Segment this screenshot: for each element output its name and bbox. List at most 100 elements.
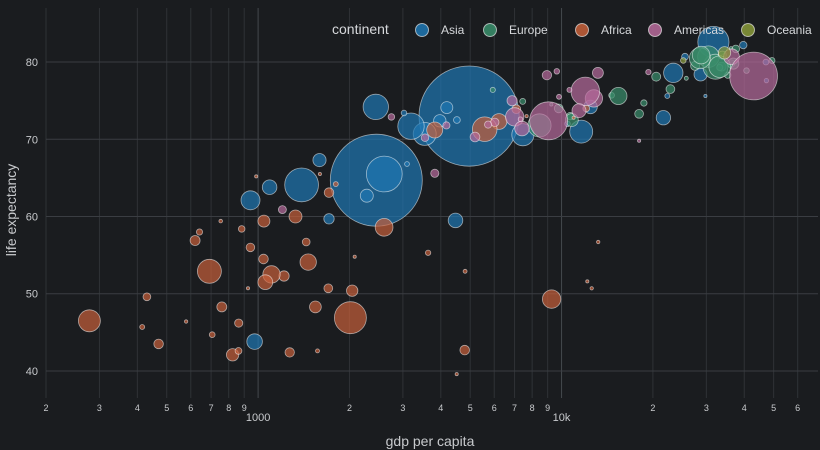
data-point-asia[interactable] [655, 110, 672, 126]
data-point-africa[interactable] [346, 284, 359, 297]
data-point-africa[interactable] [309, 300, 322, 314]
data-point-africa[interactable] [288, 209, 303, 224]
data-point-americas[interactable] [729, 51, 778, 101]
data-point-africa[interactable] [216, 301, 228, 313]
data-point-asia[interactable] [440, 101, 454, 114]
data-point-americas[interactable] [541, 70, 553, 81]
data-point-africa[interactable] [323, 283, 334, 294]
data-point-europe[interactable] [519, 98, 527, 105]
data-point-americas[interactable] [556, 93, 562, 100]
data-point-africa[interactable] [454, 372, 459, 377]
data-point-europe[interactable] [640, 99, 648, 107]
data-point-americas[interactable] [442, 121, 451, 130]
data-point-asia[interactable] [365, 155, 403, 193]
data-point-americas[interactable] [514, 120, 530, 137]
data-point-asia[interactable] [664, 93, 671, 99]
data-point-americas[interactable] [553, 68, 560, 75]
data-point-africa[interactable] [333, 301, 367, 335]
data-point-asia[interactable] [397, 112, 425, 140]
data-point-africa[interactable] [254, 174, 259, 179]
data-point-americas[interactable] [566, 87, 573, 93]
data-point-africa[interactable] [284, 347, 295, 358]
data-point-africa[interactable] [234, 347, 243, 355]
data-point-asia[interactable] [240, 190, 261, 211]
data-point-africa[interactable] [258, 253, 269, 265]
data-point-americas[interactable] [637, 138, 642, 143]
data-point-asia[interactable] [453, 116, 461, 124]
data-point-asia[interactable] [359, 188, 374, 203]
data-point-africa[interactable] [332, 181, 339, 188]
data-point-americas[interactable] [277, 205, 287, 215]
data-point-oceania[interactable] [680, 57, 687, 64]
data-point-europe[interactable] [683, 75, 689, 81]
data-point-europe[interactable] [609, 87, 628, 106]
data-point-africa[interactable] [317, 171, 322, 176]
data-point-africa[interactable] [245, 242, 256, 253]
data-point-asia[interactable] [323, 213, 335, 225]
data-point-africa[interactable] [524, 114, 529, 119]
data-point-europe[interactable] [665, 84, 676, 94]
data-point-africa[interactable] [78, 309, 101, 333]
data-point-africa[interactable] [571, 115, 576, 120]
data-point-africa[interactable] [237, 225, 246, 233]
data-point-africa[interactable] [426, 121, 444, 139]
data-point-africa[interactable] [374, 218, 394, 237]
data-point-asia[interactable] [447, 212, 464, 229]
data-point-asia[interactable] [362, 93, 389, 121]
legend-marker-africa[interactable] [575, 23, 589, 37]
data-point-africa[interactable] [301, 237, 311, 247]
data-point-africa[interactable] [541, 289, 562, 309]
data-point-africa[interactable] [218, 218, 223, 224]
data-point-americas[interactable] [506, 95, 518, 107]
data-point-africa[interactable] [299, 253, 317, 271]
data-point-africa[interactable] [315, 348, 320, 354]
legend-marker-asia[interactable] [415, 23, 429, 37]
data-point-africa[interactable] [352, 254, 357, 259]
data-point-africa[interactable] [459, 344, 470, 356]
data-point-europe[interactable] [489, 86, 496, 93]
data-point-africa[interactable] [462, 268, 468, 274]
data-point-americas[interactable] [430, 168, 440, 178]
data-point-americas[interactable] [484, 120, 493, 129]
data-point-africa[interactable] [245, 286, 250, 291]
data-point-asia[interactable] [284, 167, 319, 203]
data-point-africa[interactable] [142, 292, 152, 302]
data-point-africa[interactable] [234, 318, 244, 328]
data-point-asia[interactable] [663, 62, 684, 84]
legend-label-asia[interactable]: Asia [441, 23, 465, 37]
data-point-americas[interactable] [529, 101, 568, 141]
legend-label-oceania[interactable]: Oceania [767, 23, 812, 37]
data-point-americas[interactable] [571, 103, 587, 119]
legend-label-africa[interactable]: Africa [601, 23, 632, 37]
legend-marker-oceania[interactable] [741, 23, 755, 37]
data-point-africa[interactable] [596, 239, 601, 245]
data-point-africa[interactable] [424, 249, 432, 256]
data-point-africa[interactable] [323, 187, 335, 198]
data-point-americas[interactable] [592, 67, 604, 79]
data-point-americas[interactable] [420, 133, 430, 142]
data-point-asia[interactable] [312, 153, 327, 168]
data-point-africa[interactable] [153, 338, 164, 350]
data-point-africa[interactable] [589, 286, 594, 291]
data-point-europe[interactable] [634, 109, 644, 119]
data-point-oceania[interactable] [717, 46, 732, 60]
data-point-americas[interactable] [387, 113, 396, 121]
data-point-asia[interactable] [703, 94, 708, 99]
data-point-europe[interactable] [651, 71, 662, 82]
data-point-asia[interactable] [404, 161, 410, 167]
legend-label-europe[interactable]: Europe [509, 23, 548, 37]
data-point-africa[interactable] [257, 274, 274, 291]
data-point-americas[interactable] [645, 69, 652, 76]
legend-marker-americas[interactable] [648, 23, 662, 37]
data-point-asia[interactable] [400, 109, 408, 117]
data-point-asia[interactable] [261, 179, 278, 195]
data-point-americas[interactable] [570, 76, 601, 107]
data-point-europe[interactable] [691, 45, 711, 65]
data-point-asia[interactable] [739, 40, 748, 50]
data-point-africa[interactable] [189, 235, 201, 246]
data-point-africa[interactable] [196, 258, 222, 284]
data-point-africa[interactable] [195, 228, 203, 236]
data-point-africa[interactable] [184, 319, 189, 324]
data-point-africa[interactable] [585, 279, 590, 284]
data-point-americas[interactable] [469, 131, 481, 143]
